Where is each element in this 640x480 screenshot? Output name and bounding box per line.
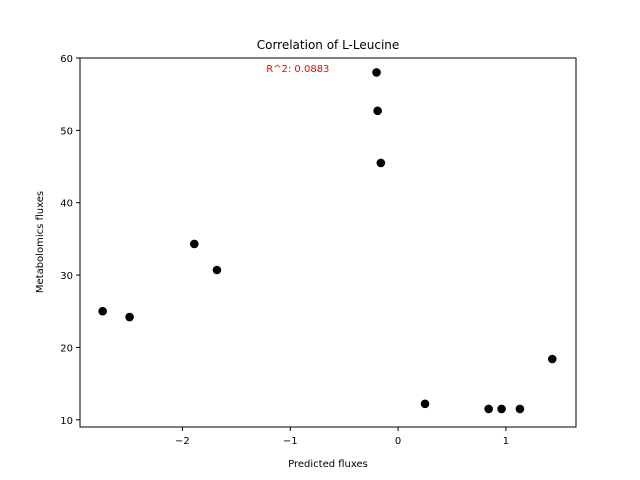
y-axis-label: Metabolomics fluxes [35, 191, 46, 293]
y-tick-label: 40 [60, 199, 73, 210]
r-squared-annotation: R^2: 0.0883 [266, 64, 329, 75]
data-point [515, 404, 525, 414]
data-point [484, 404, 493, 414]
y-tick-label: 60 [60, 54, 73, 65]
data-point [376, 158, 386, 168]
chart-title: Correlation of L-Leucine [257, 38, 400, 52]
x-tick-label: −1 [283, 436, 298, 447]
y-tick-label: 50 [60, 126, 73, 137]
data-point [189, 239, 199, 249]
y-tick-label: 10 [60, 416, 73, 427]
data-point [212, 265, 222, 275]
data-point [547, 354, 557, 364]
x-axis-label: Predicted fluxes [288, 459, 368, 470]
x-tick-label: 0 [395, 436, 401, 447]
y-tick-label: 30 [60, 271, 73, 282]
y-tick-label: 20 [60, 343, 73, 354]
plot-area: −2 −1 0 1 10 20 30 40 50 60 R^2: 0.0883 [60, 54, 557, 447]
data-point [373, 106, 382, 116]
data-point [125, 312, 134, 322]
data-point [420, 399, 430, 409]
data-point [98, 306, 107, 316]
data-point [497, 404, 506, 414]
x-tick-label: −2 [175, 436, 190, 447]
x-tick-label: 1 [503, 436, 509, 447]
data-point [372, 68, 381, 77]
plot-frame [79, 57, 577, 428]
